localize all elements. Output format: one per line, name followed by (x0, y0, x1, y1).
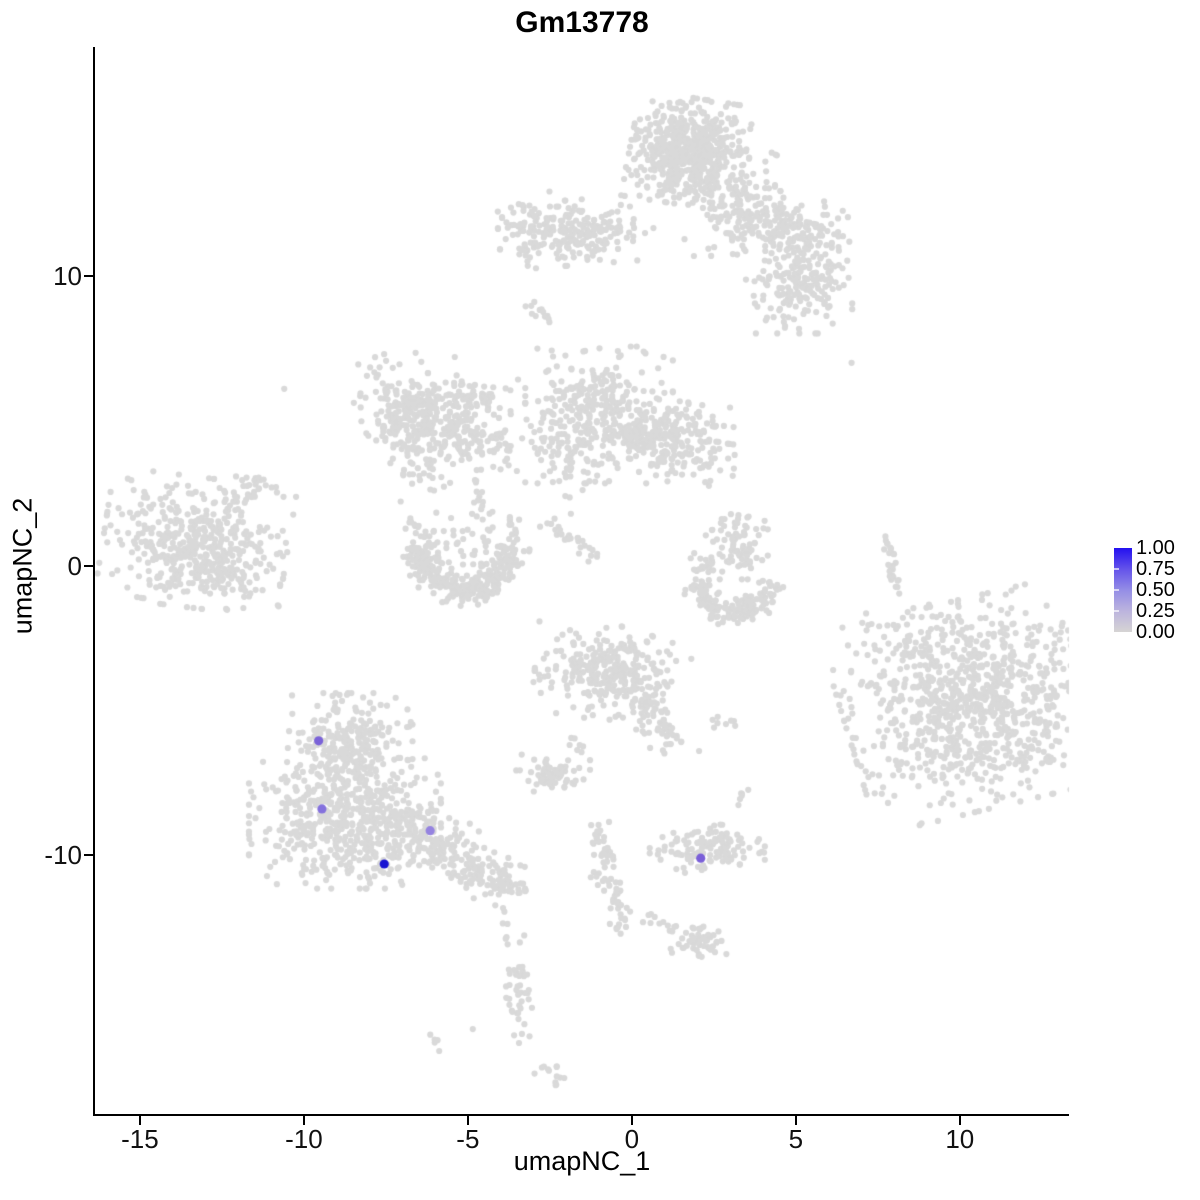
legend-value-label: 0.25 (1136, 600, 1175, 622)
x-tick-label: -5 (456, 1124, 480, 1154)
x-tick-mark (958, 1116, 961, 1125)
y-tick-mark (84, 564, 93, 567)
x-tick-mark (794, 1116, 797, 1125)
plot-title: Gm13778 (515, 6, 649, 39)
x-tick-mark (138, 1116, 141, 1125)
y-tick-mark (84, 854, 93, 857)
legend-value-label: 1.00 (1136, 537, 1175, 559)
x-axis-title: umapNC_1 (513, 1146, 651, 1176)
x-tick-label: 10 (945, 1124, 975, 1154)
y-tick-label: 0 (67, 550, 82, 581)
legend-value-label: 0.75 (1136, 558, 1175, 580)
legend-value-label: 0.50 (1136, 579, 1175, 601)
y-tick-label: -10 (44, 840, 82, 871)
legend-tick-mark (1114, 610, 1119, 612)
y-tick-mark (84, 274, 93, 277)
x-tick-label: -10 (285, 1124, 323, 1154)
x-tick-mark (466, 1116, 469, 1125)
plot-panel-axes (93, 47, 1069, 1116)
legend-tick-mark (1114, 589, 1119, 591)
legend-tick-mark (1114, 568, 1119, 570)
x-tick-label: -15 (121, 1124, 159, 1154)
legend-value-label: 0.00 (1136, 621, 1175, 643)
y-tick-label: 10 (53, 260, 82, 291)
x-tick-label: 0 (624, 1124, 640, 1154)
x-tick-mark (630, 1116, 633, 1125)
x-tick-mark (302, 1116, 305, 1125)
x-tick-label: 5 (788, 1124, 804, 1154)
